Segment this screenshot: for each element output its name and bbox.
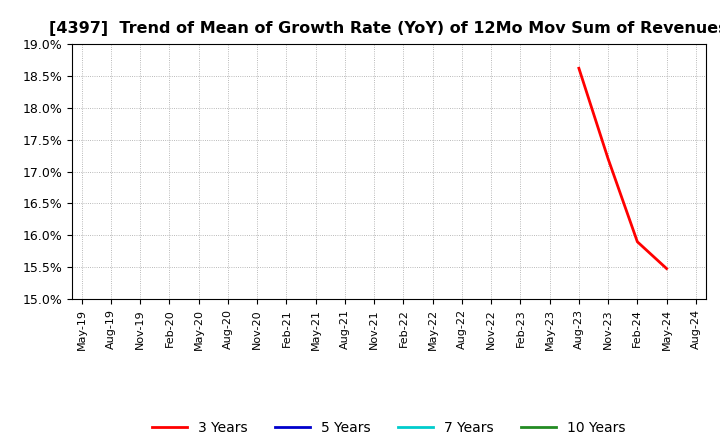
Legend: 3 Years, 5 Years, 7 Years, 10 Years: 3 Years, 5 Years, 7 Years, 10 Years — [146, 415, 631, 440]
3 Years — [662, 266, 671, 271]
3 Years — [633, 239, 642, 244]
Line: 3 Years: 3 Years — [579, 68, 667, 268]
3 Years — [575, 66, 583, 71]
Title: [4397]  Trend of Mean of Growth Rate (YoY) of 12Mo Mov Sum of Revenues: [4397] Trend of Mean of Growth Rate (YoY… — [50, 21, 720, 36]
3 Years — [604, 156, 613, 161]
